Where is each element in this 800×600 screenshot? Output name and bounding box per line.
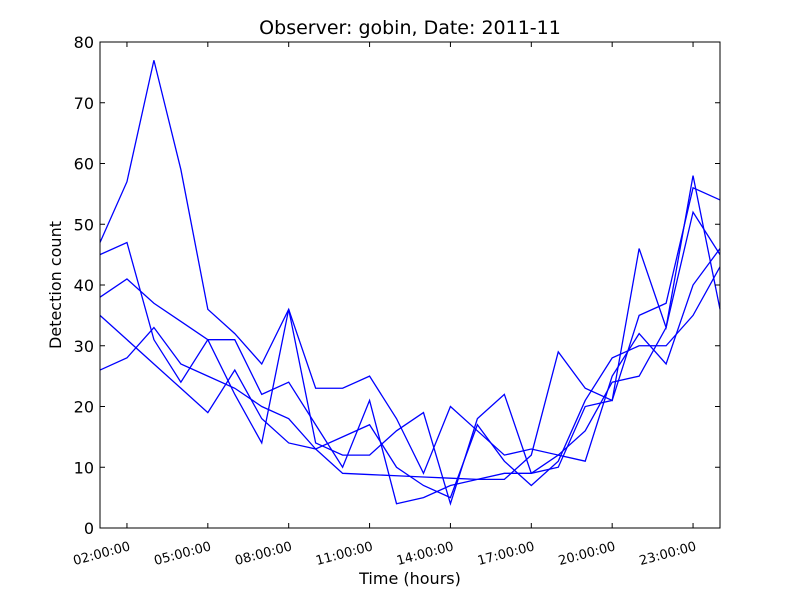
plot-frame — [99, 41, 721, 529]
y-tick-label: 10 — [74, 458, 94, 477]
x-tick-label: 02:00:00 — [72, 539, 132, 569]
series-line-2 — [99, 210, 721, 505]
y-axis-ticks: 0 10 20 30 40 50 60 70 80 — [74, 33, 720, 538]
y-tick-label: 20 — [74, 398, 94, 417]
x-tick-label: 11:00:00 — [314, 539, 374, 569]
x-axis-label: Time (hours) — [358, 569, 461, 588]
series-line-5 — [99, 266, 721, 499]
x-tick-label: 08:00:00 — [233, 539, 293, 569]
x-tick-label: 20:00:00 — [557, 539, 617, 569]
y-tick-label: 50 — [74, 215, 94, 234]
y-axis-label: Detection count — [46, 221, 65, 349]
series-line-3 — [99, 186, 721, 506]
y-tick-label: 80 — [74, 33, 94, 52]
x-tick-label: 05:00:00 — [153, 539, 213, 569]
x-tick-label: 17:00:00 — [476, 539, 536, 569]
x-axis-ticks: 02:00:00 05:00:00 08:00:00 11:00:00 14:00:00… — [72, 42, 698, 569]
y-tick-label: 0 — [84, 519, 94, 538]
y-tick-label: 70 — [74, 94, 94, 113]
y-tick-label: 40 — [74, 276, 94, 295]
y-tick-label: 60 — [74, 155, 94, 174]
x-tick-label: 23:00:00 — [638, 539, 698, 569]
x-tick-label: 14:00:00 — [395, 539, 455, 569]
series-line-1 — [99, 60, 721, 475]
y-tick-label: 30 — [74, 337, 94, 356]
series-layer — [99, 60, 721, 506]
chart-title: Observer: gobin, Date: 2011-11 — [259, 17, 561, 39]
